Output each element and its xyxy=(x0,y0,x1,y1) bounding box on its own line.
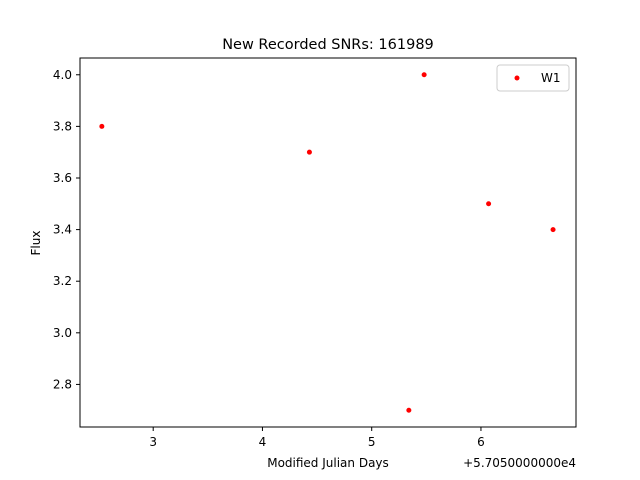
y-tick-label: 3.0 xyxy=(53,326,72,340)
x-offset-label: +5.7050000000e4 xyxy=(463,456,576,470)
legend: W1 xyxy=(496,64,570,92)
x-tick-label: 4 xyxy=(259,435,267,449)
data-point-w1-1 xyxy=(306,149,312,155)
y-axis-label: Flux xyxy=(29,231,43,256)
x-axis-ticks: 3 4 5 6 xyxy=(149,427,485,449)
y-tick-label: 3.2 xyxy=(53,274,72,288)
data-point-w1-0 xyxy=(99,123,105,129)
data-point-w1-3 xyxy=(421,72,427,78)
data-point-w1-4 xyxy=(486,201,492,207)
y-tick-label: 3.8 xyxy=(53,119,72,133)
data-point-w1-5 xyxy=(550,227,556,233)
y-tick-label: 3.4 xyxy=(53,223,72,237)
x-axis-label: Modified Julian Days xyxy=(267,456,389,470)
y-tick-label: 4.0 xyxy=(53,68,72,82)
legend-label-w1: W1 xyxy=(541,71,561,85)
y-axis-ticks: 2.8 3.0 3.2 3.4 3.6 3.8 4.0 xyxy=(53,68,80,391)
y-tick-label: 3.6 xyxy=(53,171,72,185)
x-tick-label: 5 xyxy=(368,435,376,449)
plot-area xyxy=(80,58,576,427)
legend-box xyxy=(496,64,570,92)
x-tick-label: 3 xyxy=(149,435,157,449)
legend-marker-w1 xyxy=(514,75,520,81)
y-tick-label: 2.8 xyxy=(53,377,72,391)
data-points xyxy=(99,72,556,413)
data-point-w1-2 xyxy=(406,407,412,413)
plot-frame xyxy=(79,57,577,428)
chart-title: New Recorded SNRs: 161989 xyxy=(222,37,434,53)
x-tick-label: 6 xyxy=(477,435,485,449)
